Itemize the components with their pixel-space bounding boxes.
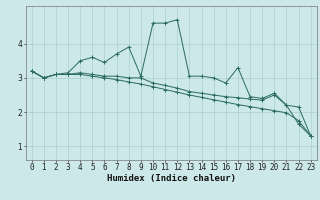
- X-axis label: Humidex (Indice chaleur): Humidex (Indice chaleur): [107, 174, 236, 183]
